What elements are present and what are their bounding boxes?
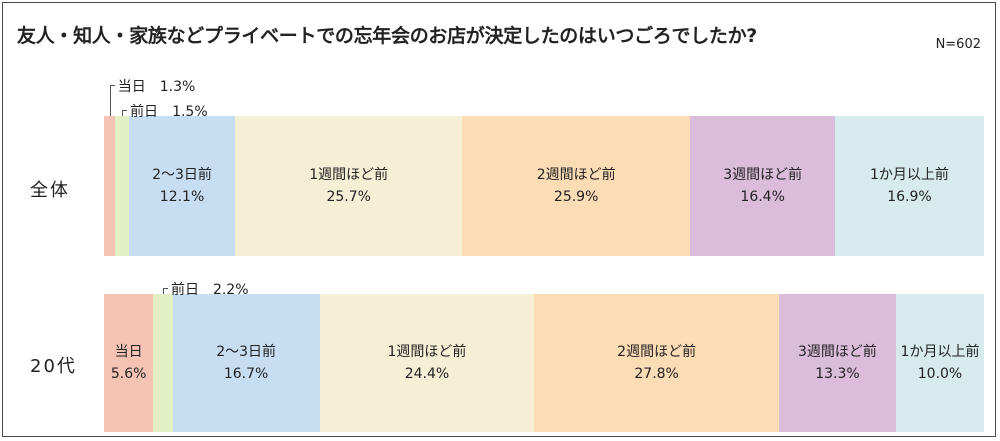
segment-category-label: 1週間ほど前 [387, 344, 467, 360]
segment-category-label: 2〜3日前 [216, 344, 277, 360]
bar-segment: 当日 5.6% [104, 294, 154, 432]
bar-segment: 3週間ほど前 16.4% [690, 116, 835, 256]
segment-value-label: 5.6% [110, 366, 147, 382]
bar-segment: 2週間ほど前 27.8% [534, 294, 779, 432]
segment-category-label: 2〜3日前 [152, 167, 212, 183]
callout-value-label: 1.3% [159, 79, 196, 95]
callout-category-label: 前日 [130, 104, 159, 120]
callout-leader-tick [162, 288, 168, 289]
callout-category-label: 前日 [170, 282, 199, 298]
segment-value-label: 13.3% [815, 366, 860, 382]
segment-category-label: 3週間ほど前 [723, 167, 803, 183]
sample-size-label: N=602 [935, 37, 981, 52]
callout-leader-line [109, 85, 111, 116]
bar-segment: 2週間ほど前 25.9% [461, 116, 691, 256]
segment-value-label: 27.8% [634, 366, 679, 382]
bar-segment: 1週間ほど前 24.4% [319, 294, 535, 432]
row-label-0: 全体 [30, 180, 70, 201]
chart-title: 友人・知人・家族などプライベートでの忘年会のお店が決定したのはいつごろでしたか? [17, 25, 758, 47]
callout-category-label: 当日 [117, 79, 146, 95]
segment-category-label: 2週間ほど前 [536, 167, 616, 183]
bar-segment: 1週間ほど前 25.7% [235, 116, 462, 256]
callout-label: 当日 1.3% [118, 76, 196, 96]
bar-segment: 3週間ほど前 13.3% [778, 294, 896, 432]
segment-category-label: 当日 [114, 344, 143, 360]
segment-value-label: 25.7% [326, 189, 371, 205]
segment-category-label: 1週間ほど前 [309, 167, 389, 183]
segment-value-label: 12.1% [159, 189, 205, 205]
bar-row-0: 2〜3日前 12.1% 1週間ほど前 25.7% 2週間ほど前 25.9% 3週間ほど前 16… [104, 116, 984, 256]
bar-segment [115, 116, 129, 256]
bar-segment: 2〜3日前 12.1% [128, 116, 236, 256]
callout-label: 前日 1.5% [130, 101, 208, 121]
bar-segment: 1か月以上前 10.0% [896, 294, 984, 432]
bar-segment: 2〜3日前 16.7% [172, 294, 320, 432]
callout-value-label: 1.5% [172, 104, 208, 120]
segment-value-label: 25.9% [553, 189, 599, 205]
callout-label: 前日 2.2% [171, 279, 249, 299]
callout-leader-tick [122, 110, 128, 111]
segment-value-label: 16.7% [223, 366, 269, 382]
bar-row-1: 当日 5.6% 2〜3日前 16.7% 1週間ほど前 24.4% 2週間ほど前 27.8% 3週… [104, 294, 984, 432]
segment-value-label: 16.4% [740, 189, 785, 205]
callout-leader-line [162, 288, 164, 294]
segment-value-label: 24.4% [404, 366, 450, 382]
callout-leader-tick [109, 85, 115, 86]
bar-segment [153, 294, 173, 432]
row-label-1: 20代 [30, 356, 77, 377]
bar-segment: 1か月以上前 16.9% [834, 116, 984, 256]
callout-leader-line [122, 110, 124, 116]
segment-value-label: 10.0% [917, 366, 963, 382]
segment-category-label: 1か月以上前 [870, 167, 949, 183]
segment-value-label: 16.9% [887, 189, 932, 205]
segment-category-label: 1か月以上前 [900, 344, 980, 360]
bar-segment [104, 116, 116, 256]
segment-category-label: 3週間ほど前 [798, 344, 877, 360]
segment-category-label: 2週間ほど前 [617, 344, 697, 360]
callout-value-label: 2.2% [212, 282, 249, 298]
